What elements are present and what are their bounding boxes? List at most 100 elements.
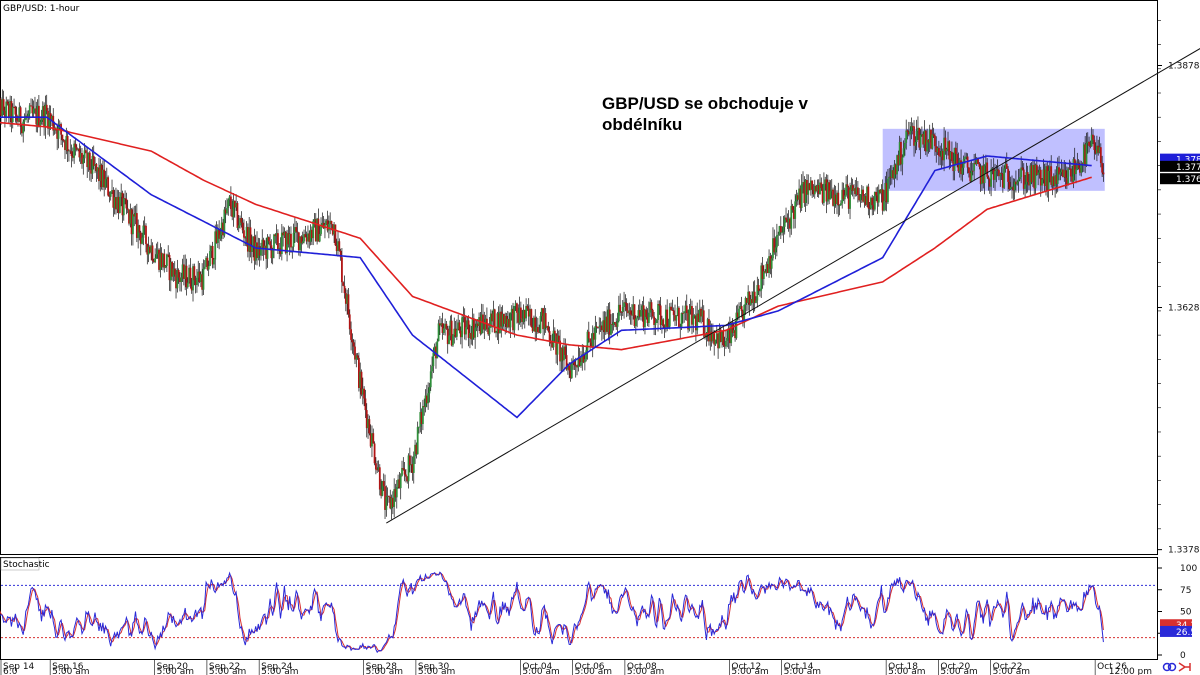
candle-body [41, 106, 44, 120]
candle-body [159, 252, 162, 270]
candle-body [104, 179, 107, 188]
candle-body [945, 149, 948, 152]
candle-body [197, 271, 200, 278]
link-icon[interactable] [1162, 662, 1177, 672]
candle-body [1082, 144, 1085, 165]
candle-body [496, 313, 499, 333]
candle-body [420, 412, 423, 425]
candle-body [188, 267, 190, 283]
price-badge-bg [1160, 160, 1200, 172]
stochastic-tick-label: 0 [1180, 651, 1186, 661]
candle-body [798, 188, 800, 200]
candle-body [288, 233, 291, 245]
candle-body [687, 313, 689, 330]
candle-body [462, 316, 465, 318]
candle-body [704, 334, 706, 338]
candle-body [655, 320, 658, 324]
candle-body [638, 310, 641, 317]
candle-body [664, 309, 667, 329]
scroll-to-end-icon[interactable] [1178, 662, 1191, 672]
candle-body [598, 326, 601, 328]
candle-body [438, 323, 441, 326]
candle-body [1093, 139, 1096, 150]
candle-body [56, 129, 59, 139]
candle-body [898, 141, 901, 166]
candle-body [958, 160, 961, 172]
candle-body [1011, 186, 1013, 188]
candle-body [118, 196, 121, 213]
candle-body [461, 317, 463, 338]
candle-body [335, 245, 338, 251]
candle-body [305, 237, 308, 242]
candle-body [829, 191, 832, 200]
candle-body [81, 152, 83, 164]
candle-body [137, 225, 140, 238]
candle-body [920, 133, 923, 136]
candle-body [834, 194, 837, 204]
candle-body [739, 306, 742, 309]
candle-body [223, 209, 226, 236]
candle-body [974, 162, 977, 165]
candle-body [160, 252, 163, 268]
candle-body [971, 170, 974, 172]
candle-body [92, 155, 95, 166]
candle-body [546, 325, 548, 328]
candle-body [277, 233, 279, 250]
candle-body [371, 433, 373, 447]
candle-body [1071, 176, 1073, 182]
candle-body [381, 481, 384, 496]
candle-body [205, 257, 207, 267]
candle-body [466, 320, 469, 328]
candle-body [855, 187, 858, 195]
candle-body [745, 298, 748, 303]
candle-body [1068, 168, 1071, 170]
candle-body [999, 173, 1002, 177]
candle-body [726, 337, 729, 341]
candle-body [448, 335, 450, 344]
candle-body [762, 271, 765, 279]
time-subtick-label: 5:00 am [731, 667, 768, 675]
time-tick-label: Oct 12 [731, 662, 761, 672]
moving-averages-layer [0, 116, 1092, 419]
candle-body [819, 182, 821, 194]
candle-body [233, 200, 236, 208]
candle-body [487, 329, 490, 335]
candle-body [717, 333, 720, 349]
candle-body [393, 489, 396, 507]
candle-body [1016, 181, 1019, 185]
candle-body [61, 134, 64, 141]
candle-body [710, 331, 713, 342]
stochastic-badge: 26.51 [1160, 625, 1200, 638]
candle-body [1080, 163, 1083, 173]
stochastic-main-line [0, 571, 1104, 654]
candle-body [66, 135, 69, 152]
candle-body [668, 306, 671, 327]
candle-body [565, 355, 568, 370]
candle-body [297, 232, 300, 251]
candle-body [960, 160, 962, 175]
ma-fast-line [0, 116, 1092, 419]
candle-body [40, 119, 43, 123]
candle-body [65, 135, 68, 151]
candle-body [190, 286, 193, 291]
candle-body [337, 241, 339, 251]
candle-body [172, 268, 175, 277]
candle-body [355, 355, 358, 360]
candle-body [692, 315, 695, 325]
candle-body [228, 196, 231, 200]
candle-body [820, 182, 823, 189]
candle-body [803, 182, 806, 203]
candle-body [981, 165, 983, 185]
candle-body [738, 308, 740, 318]
candle-body [467, 320, 470, 338]
candle-body [397, 479, 399, 487]
stochastic-title: Stochastic [3, 560, 50, 570]
candle-body [902, 148, 905, 158]
candle-body [321, 222, 324, 227]
candle-body [502, 314, 505, 324]
candle-body [962, 158, 965, 168]
candle-body [175, 274, 177, 289]
candle-body [194, 280, 197, 285]
candle-body [142, 225, 145, 238]
